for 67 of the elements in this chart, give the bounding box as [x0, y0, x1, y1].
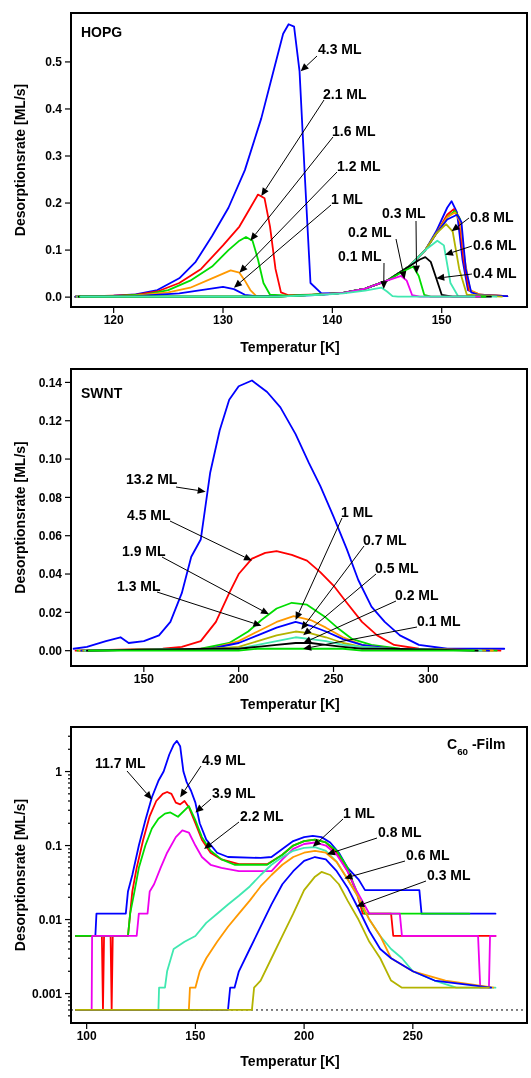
annotation: 1 ML: [331, 191, 364, 207]
annotation: 0.6 ML: [406, 847, 451, 863]
annotation: 4.5 ML: [127, 507, 172, 523]
x-axis-title: Temperatur [K]: [240, 339, 340, 355]
x-tick-label: 200: [294, 1028, 315, 1043]
x-tick-label: 250: [323, 671, 344, 686]
y-tick-label: 0.06: [38, 528, 63, 543]
x-tick-label: 150: [133, 671, 155, 686]
x-tick-label: 250: [402, 1028, 424, 1043]
annotation: 1.3 ML: [117, 578, 162, 594]
y-tick-label: 0.12: [38, 413, 63, 428]
annotation: 3.9 ML: [212, 785, 257, 801]
annotation: 2.2 ML: [240, 808, 285, 824]
annotation: 0.2 ML: [348, 224, 393, 240]
annotation: 0.7 ML: [363, 532, 408, 548]
y-tick-label: 0.08: [38, 490, 63, 505]
annotation: 0.3 ML: [382, 205, 427, 221]
y-tick-label: 0.10: [38, 452, 63, 467]
y-axis-title: Desorptionsrate [ML/s]: [12, 441, 28, 594]
x-tick-label: 150: [185, 1028, 206, 1043]
y-tick-label: 0.1: [45, 243, 63, 258]
text: SWNT: [81, 385, 123, 401]
annotation: 0.8 ML: [470, 209, 515, 225]
y-axis-title: Desorptionsrate [ML/s]: [12, 83, 28, 237]
annotation: 11.7 ML: [95, 755, 147, 771]
x-tick-label: 140: [322, 312, 343, 327]
x-tick-label: 200: [228, 671, 250, 686]
annotation: 0.2 ML: [395, 587, 440, 603]
text: C$_{60}$ -Film: [447, 736, 506, 757]
annotation: 0.5 ML: [375, 560, 420, 576]
annotation: 0.4 ML: [473, 265, 518, 281]
annotation: 0.6 ML: [473, 237, 518, 253]
annotation: 1.6 ML: [332, 123, 377, 139]
y-tick-label: 0.1: [45, 838, 63, 853]
annotation: 0.3 ML: [427, 867, 472, 883]
x-tick-label: 130: [212, 312, 234, 327]
annotation: 2.1 ML: [323, 86, 368, 102]
y-tick-label: 0.02: [38, 605, 63, 620]
y-tick-label: 0.5: [45, 55, 63, 70]
annotation: 4.3 ML: [318, 41, 363, 57]
x-tick-label: 150: [431, 312, 453, 327]
x-tick-label: 120: [103, 312, 124, 327]
x-tick-label: 300: [418, 671, 439, 686]
annotation: 0.1 ML: [417, 613, 462, 629]
y-tick-label: 0.3: [45, 149, 63, 164]
y-tick-label: 0.14: [38, 375, 63, 390]
annotation: 4.9 ML: [202, 752, 247, 768]
y-tick-label: 1: [55, 764, 63, 779]
x-axis-title: Temperatur [K]: [240, 1053, 340, 1069]
y-tick-label: 0.001: [31, 986, 63, 1001]
y-tick-label: 0.01: [38, 912, 63, 927]
annotation: 1 ML: [341, 504, 374, 520]
annotation: 0.1 ML: [338, 248, 383, 264]
annotation: 1 ML: [343, 805, 376, 821]
text: HOPG: [81, 24, 123, 40]
y-tick-label: 0.00: [38, 643, 63, 658]
y-tick-label: 0.4: [45, 102, 63, 117]
annotation: 1.2 ML: [337, 158, 382, 174]
annotation: 1.9 ML: [122, 543, 167, 559]
annotation: 13.2 ML: [126, 471, 178, 487]
y-tick-label: 0.0: [45, 290, 63, 305]
y-tick-label: 0.2: [45, 196, 63, 211]
y-tick-label: 0.04: [38, 567, 63, 582]
x-axis-title: Temperatur [K]: [240, 696, 340, 712]
y-axis-title: Desorptionsrate [ML/s]: [12, 798, 28, 952]
x-tick-label: 100: [76, 1028, 97, 1043]
annotation: 0.8 ML: [378, 824, 423, 840]
